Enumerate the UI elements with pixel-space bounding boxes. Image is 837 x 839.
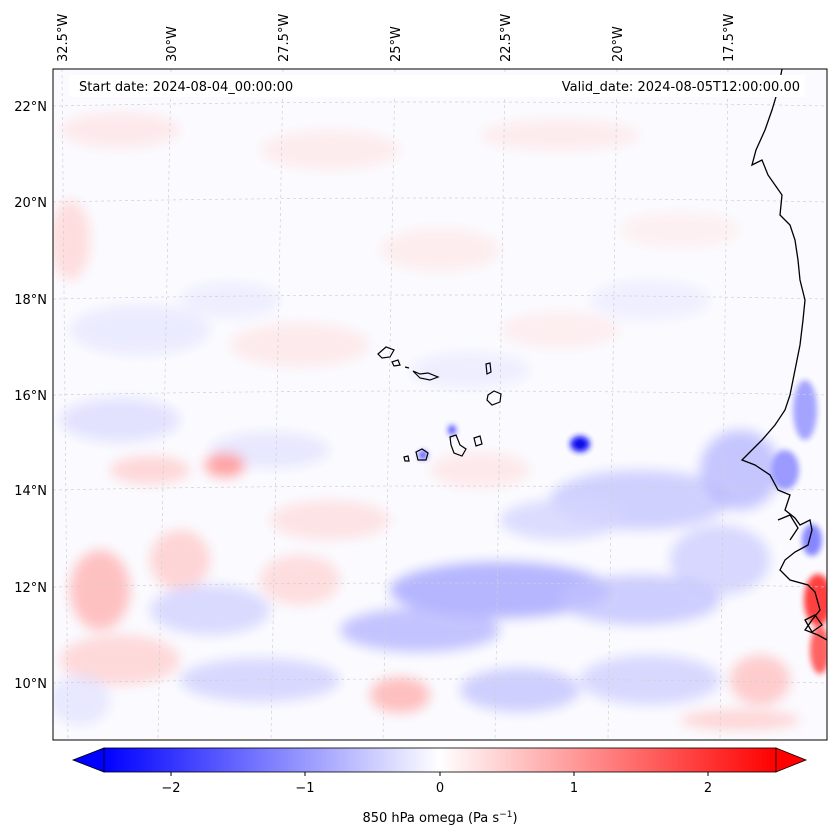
lat-label-10n: 10°N (14, 677, 47, 692)
map-plot-area (53, 69, 827, 740)
island-santa-luzia (404, 366, 410, 369)
lon-label-22-5w: 22.5°W (499, 14, 514, 62)
island-santo-antao (377, 346, 395, 359)
colorbar-tick-neg2: −2 (161, 781, 180, 796)
lon-label-25w: 25°W (389, 26, 404, 62)
lon-label-32-5w: 32.5°W (56, 14, 71, 62)
colorbar-gradient (103, 747, 777, 773)
date-header-box (69, 75, 805, 97)
lon-label-30w: 30°W (165, 26, 180, 62)
colorbar-units: Pa s (473, 811, 499, 826)
island-fogo (415, 448, 429, 461)
island-santiago (449, 434, 467, 457)
island-boa-vista (486, 390, 502, 406)
island-sao-vicente (391, 359, 401, 367)
colorbar: −2 −1 0 1 2 850 hPa omega (Pa s−1) (71, 747, 808, 826)
lat-label-18n: 18°N (14, 293, 47, 308)
gridlines (53, 69, 827, 740)
lon-label-17-5w: 17.5°W (722, 14, 737, 62)
island-maio (473, 435, 483, 447)
colorbar-tick-1: 1 (570, 781, 578, 796)
start-date-label: Start date: 2024-08-04_00:00:00 (79, 80, 293, 95)
colorbar-tick-2: 2 (704, 781, 712, 796)
colorbar-tick-0: 0 (436, 781, 444, 796)
colorbar-ticks (170, 772, 709, 776)
colorbar-left-extension (71, 747, 105, 773)
lat-label-20n: 20°N (14, 196, 47, 211)
lat-label-22n: 22°N (14, 100, 47, 115)
island-sal (485, 362, 492, 375)
colorbar-variable: 850 hPa omega (362, 811, 463, 826)
coastline (740, 69, 827, 641)
coast-detail-2 (804, 614, 823, 633)
omega-field (53, 112, 800, 730)
valid-date-label: Valid_date: 2024-08-05T12:00:00.00 (562, 80, 800, 95)
colorbar-units-open: ( (464, 811, 473, 826)
lon-label-27-5w: 27.5°W (277, 14, 292, 62)
colorbar-units-exponent: −1 (499, 810, 512, 820)
map-frame (52, 68, 828, 741)
lat-label-14n: 14°N (14, 484, 47, 499)
africa-coastline (740, 69, 827, 641)
cape-verde-islands (377, 346, 502, 462)
colorbar-title: 850 hPa omega (Pa s−1) (362, 810, 517, 826)
lat-label-16n: 16°N (14, 389, 47, 404)
colorbar-tick-neg1: −1 (295, 781, 314, 796)
coast-detail (777, 514, 799, 541)
colorbar-right-extension (775, 747, 808, 773)
lat-label-12n: 12°N (14, 581, 47, 596)
lon-label-20w: 20°W (611, 26, 626, 62)
longitude-labels: 32.5°W 30°W 27.5°W 25°W 22.5°W 20°W 17.5… (56, 14, 737, 62)
colorbar-units-close: ) (512, 811, 517, 826)
latitude-labels: 22°N 20°N 18°N 16°N 14°N 12°N 10°N (14, 100, 47, 692)
island-sao-nicolau (412, 370, 440, 381)
island-brava (403, 455, 410, 462)
